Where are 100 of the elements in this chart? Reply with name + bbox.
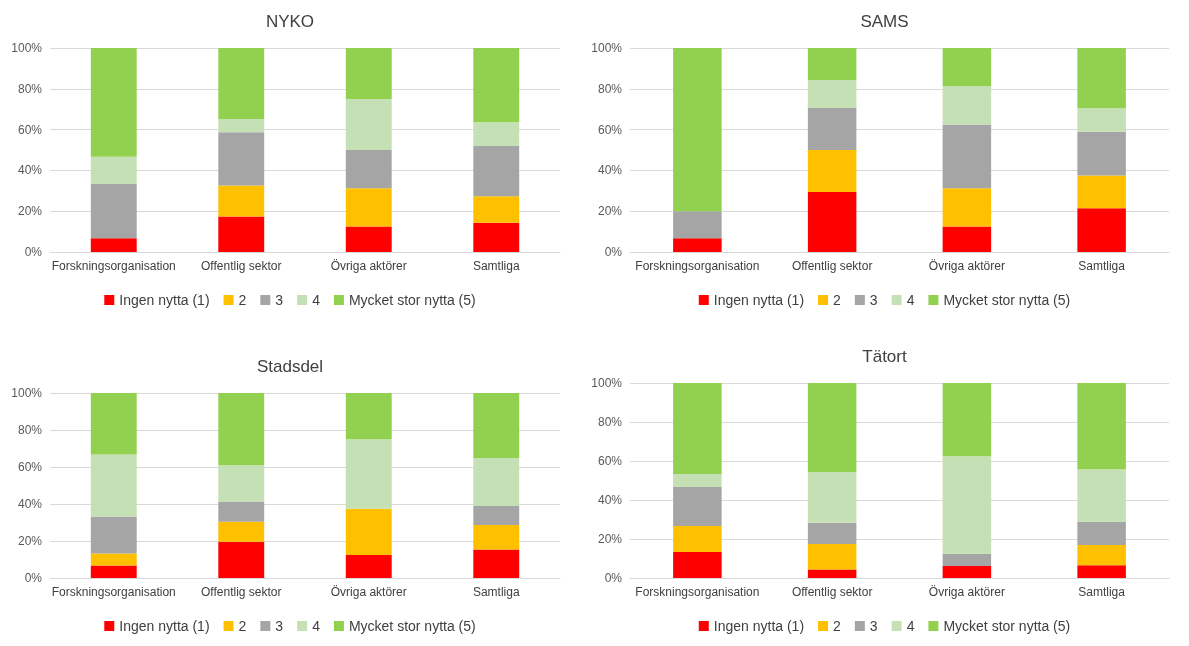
legend-label: Mycket stor nytta (5) <box>348 618 476 634</box>
legend-label: Mycket stor nytta (5) <box>348 292 476 308</box>
bar <box>345 150 392 189</box>
y-tick-label: 0% <box>604 245 623 259</box>
bar <box>1077 469 1126 522</box>
bar <box>473 196 520 223</box>
x-tick-label: Övriga aktörer <box>330 259 407 273</box>
y-tick-label: 20% <box>17 204 43 219</box>
bar <box>942 553 992 566</box>
y-tick-label: 40% <box>597 493 623 507</box>
bar <box>345 48 392 99</box>
bar <box>90 565 137 578</box>
bar <box>218 501 265 522</box>
bar <box>218 541 265 578</box>
y-tick-label: 0% <box>604 571 623 585</box>
bar <box>1077 208 1126 252</box>
bar <box>218 465 265 502</box>
legend-label: Ingen nytta (1) <box>119 618 210 634</box>
bar <box>473 146 520 197</box>
legend-label: 4 <box>312 292 321 308</box>
x-tick-label: Offentlig sektor <box>201 259 282 273</box>
x-tick-label: Offentlig sektor <box>791 585 873 599</box>
bar <box>90 553 137 566</box>
legend-label: 4 <box>906 292 915 308</box>
bar <box>473 393 520 458</box>
y-tick-label: 0% <box>24 571 43 585</box>
bar <box>1077 565 1126 578</box>
x-tick-label: Samtliga <box>472 259 520 273</box>
x-tick-label: Övriga aktörer <box>928 259 1005 273</box>
bar <box>1077 383 1126 470</box>
bar <box>673 383 722 475</box>
bar <box>1077 131 1126 176</box>
bar <box>942 86 992 125</box>
bar <box>942 188 992 227</box>
y-tick-label: 80% <box>597 81 623 96</box>
legend-label: Ingen nytta (1) <box>713 292 805 308</box>
bar <box>1077 175 1126 209</box>
y-tick-label: 20% <box>597 532 623 546</box>
legend-label: 2 <box>833 292 842 308</box>
bar <box>90 454 137 517</box>
bar <box>90 393 137 455</box>
bar <box>942 456 992 554</box>
bar <box>673 552 722 578</box>
bar <box>673 525 722 553</box>
legend-label: 2 <box>238 292 247 308</box>
x-tick-label: Offentlig sektor <box>791 259 873 273</box>
y-tick-label: 20% <box>17 534 43 548</box>
chart-title: Tätort <box>862 347 907 366</box>
legend-label: 3 <box>275 292 284 308</box>
legend-label: Ingen nytta (1) <box>119 292 210 308</box>
chart-title: SAMS <box>860 12 909 31</box>
bar <box>942 226 992 252</box>
bar <box>90 184 137 239</box>
bar <box>807 80 857 108</box>
bar <box>218 185 265 217</box>
bar <box>345 508 392 555</box>
chart-title: NYKO <box>265 12 315 31</box>
bar <box>218 521 265 542</box>
y-tick-label: 60% <box>597 454 623 468</box>
bar <box>473 506 520 526</box>
x-tick-label: Samtliga <box>1078 585 1126 599</box>
bar <box>673 474 722 487</box>
bar <box>90 238 137 252</box>
bar <box>807 472 857 523</box>
bar <box>807 48 857 81</box>
x-tick-label: Forskningsorganisation <box>635 259 760 273</box>
bar <box>1077 521 1126 546</box>
legend-label: 3 <box>275 618 284 634</box>
bar <box>345 554 392 578</box>
legend-label: 2 <box>833 618 842 634</box>
bar <box>473 222 520 252</box>
bar <box>807 544 857 570</box>
bar <box>90 48 137 157</box>
legend-label: 3 <box>869 618 878 634</box>
y-tick-label: 60% <box>17 460 43 474</box>
bar <box>673 486 722 526</box>
bar <box>1077 545 1126 566</box>
bar <box>942 383 992 457</box>
bar <box>807 192 857 252</box>
bar <box>807 150 857 193</box>
bar <box>473 549 520 578</box>
chart-title: Stadsdel <box>256 357 324 376</box>
y-tick-label: 0% <box>24 245 43 259</box>
bar <box>218 132 265 186</box>
x-tick-label: Övriga aktörer <box>928 585 1005 599</box>
legend-label: 3 <box>869 292 878 308</box>
bar <box>807 569 857 578</box>
bar <box>1077 48 1126 109</box>
bar <box>345 439 392 509</box>
y-tick-label: 100% <box>591 376 623 390</box>
bar <box>473 525 520 550</box>
y-tick-label: 80% <box>597 415 623 429</box>
bar <box>807 107 857 150</box>
bar <box>345 99 392 150</box>
y-tick-label: 40% <box>17 497 43 511</box>
legend-label: Ingen nytta (1) <box>713 618 805 634</box>
bar <box>345 188 392 227</box>
bar <box>473 457 520 507</box>
legend-label: 4 <box>312 618 321 634</box>
bar <box>942 565 992 578</box>
